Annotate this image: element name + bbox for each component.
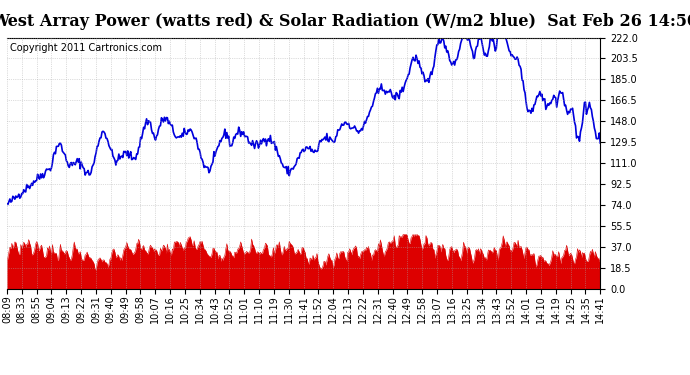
Text: Copyright 2011 Cartronics.com: Copyright 2011 Cartronics.com: [10, 42, 162, 52]
Text: West Array Power (watts red) & Solar Radiation (W/m2 blue)  Sat Feb 26 14:50: West Array Power (watts red) & Solar Rad…: [0, 13, 690, 30]
